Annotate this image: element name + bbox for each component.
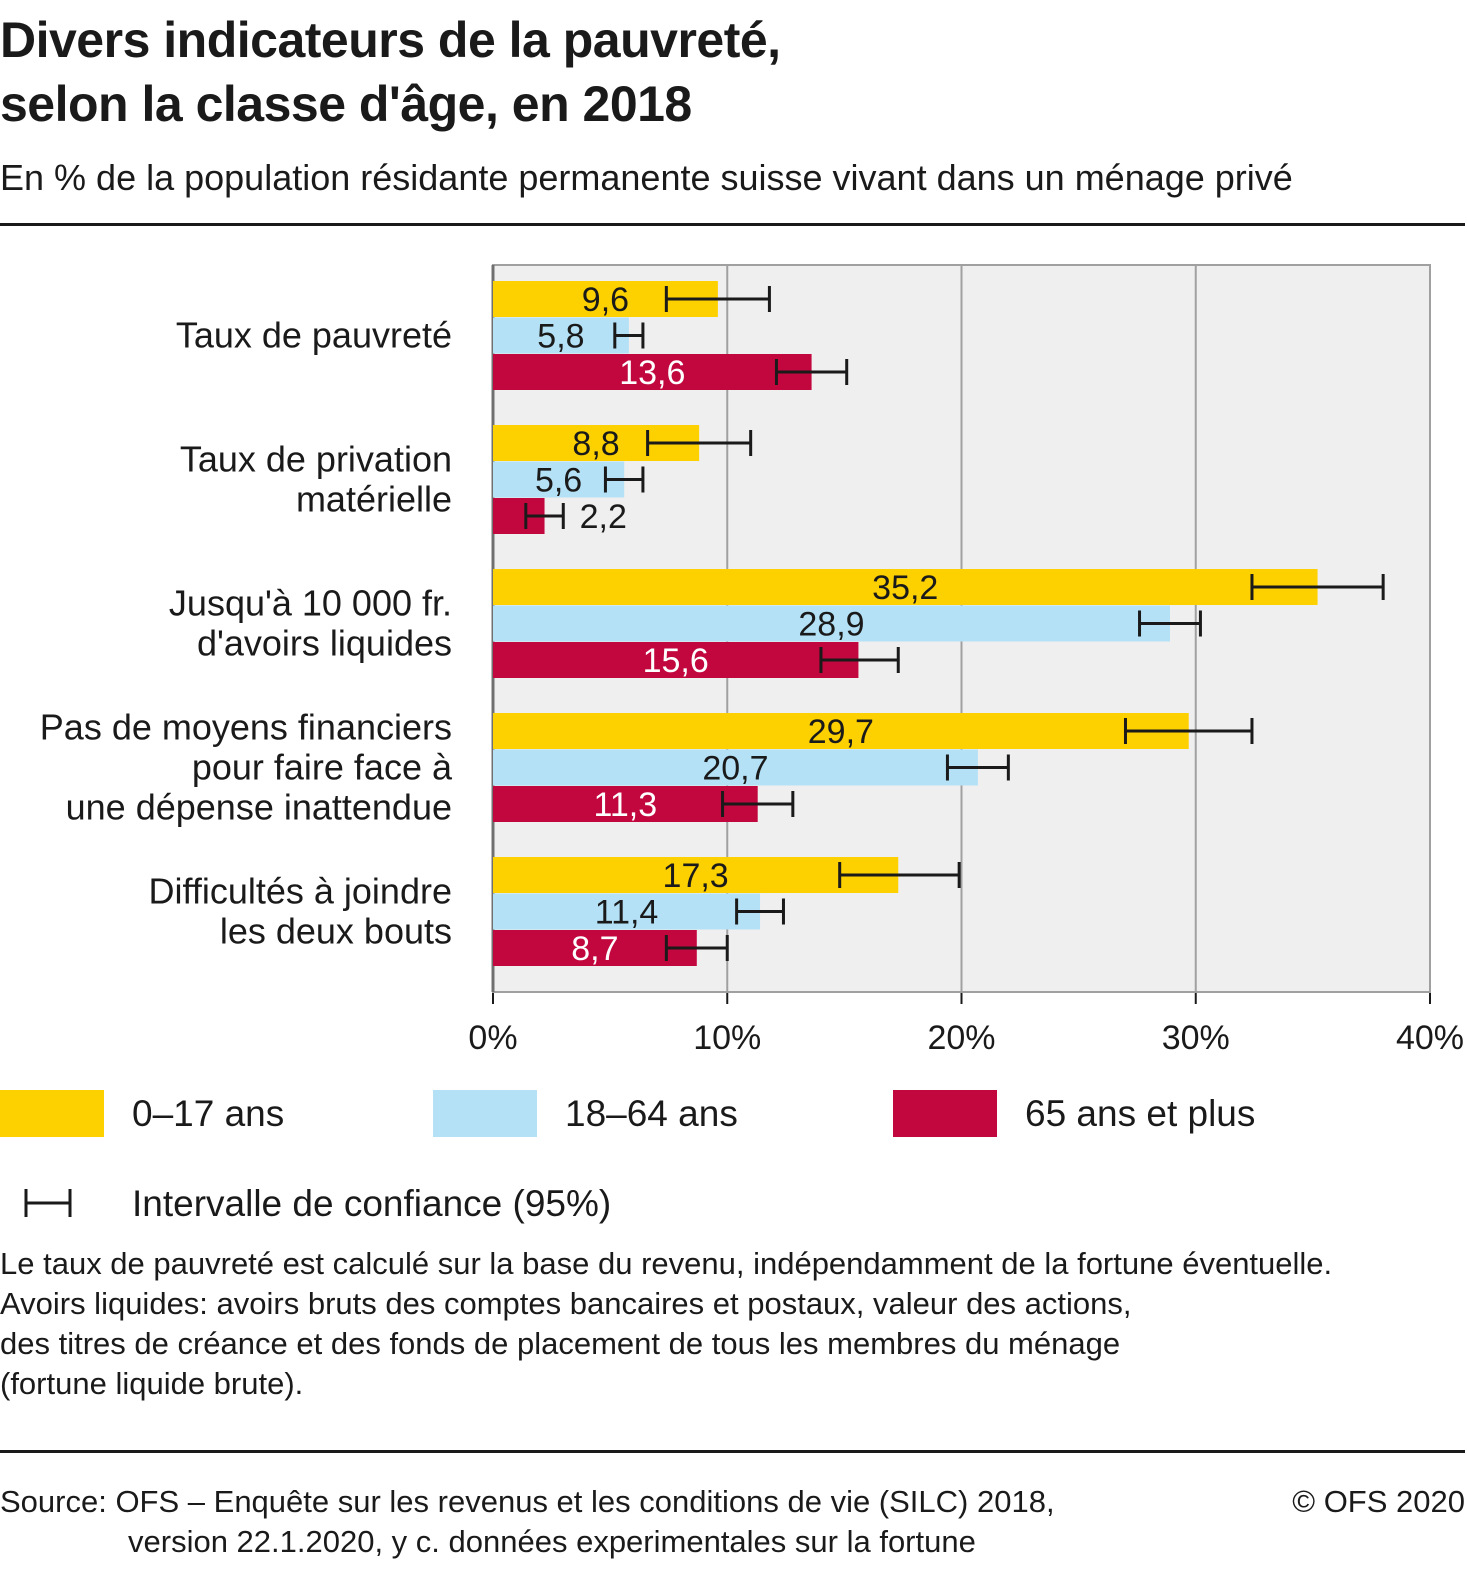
x-tick-label: 10% bbox=[693, 1019, 761, 1050]
note-line-1: Le taux de pauvreté est calculé sur la b… bbox=[0, 1246, 1333, 1281]
note-line-3: des titres de créance et des fonds de pl… bbox=[0, 1326, 1121, 1361]
data-label: 5,6 bbox=[535, 462, 582, 500]
source-line-2: version 22.1.2020, y c. données experime… bbox=[128, 1524, 976, 1559]
source-line-1: Source: OFS – Enquête sur les revenus et… bbox=[0, 1484, 1055, 1519]
chart-notes: Le taux de pauvreté est calculé sur la b… bbox=[0, 1244, 1460, 1404]
chart-title: Divers indicateurs de la pauvreté, selon… bbox=[0, 8, 1400, 136]
data-label: 2,2 bbox=[580, 498, 627, 536]
title-line-2: selon la classe d'âge, en 2018 bbox=[0, 76, 692, 132]
bar bbox=[493, 713, 1189, 749]
bar bbox=[493, 605, 1170, 642]
legend-label-65-plus: 65 ans et plus bbox=[1025, 1093, 1256, 1134]
note-line-2: Avoirs liquides: avoirs bruts des compte… bbox=[0, 1286, 1132, 1321]
bottom-rule bbox=[0, 1450, 1465, 1453]
category-label: d'avoirs liquides bbox=[197, 623, 452, 664]
legend-item-0-17: 0–17 ans bbox=[0, 1090, 284, 1137]
data-label: 15,6 bbox=[643, 642, 709, 680]
data-label: 17,3 bbox=[663, 857, 729, 895]
category-label: pour faire face à bbox=[192, 747, 453, 788]
x-tick-label: 0% bbox=[468, 1019, 517, 1050]
data-label: 11,3 bbox=[594, 786, 658, 824]
legend-item-18-64: 18–64 ans bbox=[433, 1090, 738, 1137]
bar bbox=[493, 893, 761, 930]
data-label: 13,6 bbox=[619, 354, 685, 392]
data-label: 29,7 bbox=[808, 713, 874, 751]
bar bbox=[493, 642, 859, 678]
bar bbox=[493, 354, 812, 390]
category-label: Taux de pauvreté bbox=[176, 315, 452, 356]
x-tick-label: 30% bbox=[1162, 1019, 1230, 1050]
legend-label-0-17: 0–17 ans bbox=[132, 1093, 285, 1134]
legend-swatch-65-plus bbox=[893, 1090, 997, 1137]
source-note: Source: OFS – Enquête sur les revenus et… bbox=[0, 1482, 1055, 1562]
copyright: © OFS 2020 bbox=[1292, 1484, 1465, 1519]
legend-label-18-64: 18–64 ans bbox=[565, 1093, 738, 1134]
bar bbox=[493, 461, 625, 498]
data-label: 20,7 bbox=[702, 750, 768, 788]
legend-swatch-18-64 bbox=[433, 1090, 537, 1137]
data-label: 28,9 bbox=[798, 606, 864, 644]
bar bbox=[493, 749, 978, 786]
data-label: 8,7 bbox=[571, 930, 618, 968]
category-label: Pas de moyens financiers bbox=[40, 707, 452, 748]
category-label: Difficultés à joindre bbox=[149, 871, 453, 912]
data-label: 5,8 bbox=[537, 318, 584, 356]
data-label: 9,6 bbox=[582, 281, 629, 319]
category-label: une dépense inattendue bbox=[66, 787, 452, 828]
data-label: 11,4 bbox=[595, 894, 659, 932]
confidence-interval-icon bbox=[24, 1189, 72, 1217]
category-label: Taux de privation bbox=[180, 439, 452, 480]
x-tick-label: 40% bbox=[1396, 1019, 1464, 1050]
category-label: matérielle bbox=[296, 479, 452, 520]
x-tick-label: 20% bbox=[927, 1019, 995, 1050]
bar-chart: 0% 10% 20% 30% 40% Taux de pauvreté 9,65,8 13,6… bbox=[40, 264, 1464, 1050]
category-label: les deux bouts bbox=[220, 911, 452, 952]
category-label: Jusqu'à 10 000 fr. bbox=[169, 583, 452, 624]
bar bbox=[493, 786, 758, 822]
note-line-4: (fortune liquide brute). bbox=[0, 1366, 304, 1401]
data-label: 8,8 bbox=[572, 425, 619, 463]
bar bbox=[493, 930, 697, 966]
bar bbox=[493, 317, 629, 354]
legend-swatch-0-17 bbox=[0, 1090, 104, 1137]
chart-subtitle: En % de la population résidante permanen… bbox=[0, 157, 1293, 198]
confidence-interval-label: Intervalle de confiance (95%) bbox=[132, 1183, 612, 1224]
bar bbox=[493, 857, 899, 893]
title-line-1: Divers indicateurs de la pauvreté, bbox=[0, 12, 781, 68]
legend-item-65-plus: 65 ans et plus bbox=[893, 1090, 1255, 1137]
bar bbox=[493, 569, 1318, 605]
data-label: 35,2 bbox=[872, 569, 938, 607]
top-rule bbox=[0, 223, 1465, 226]
